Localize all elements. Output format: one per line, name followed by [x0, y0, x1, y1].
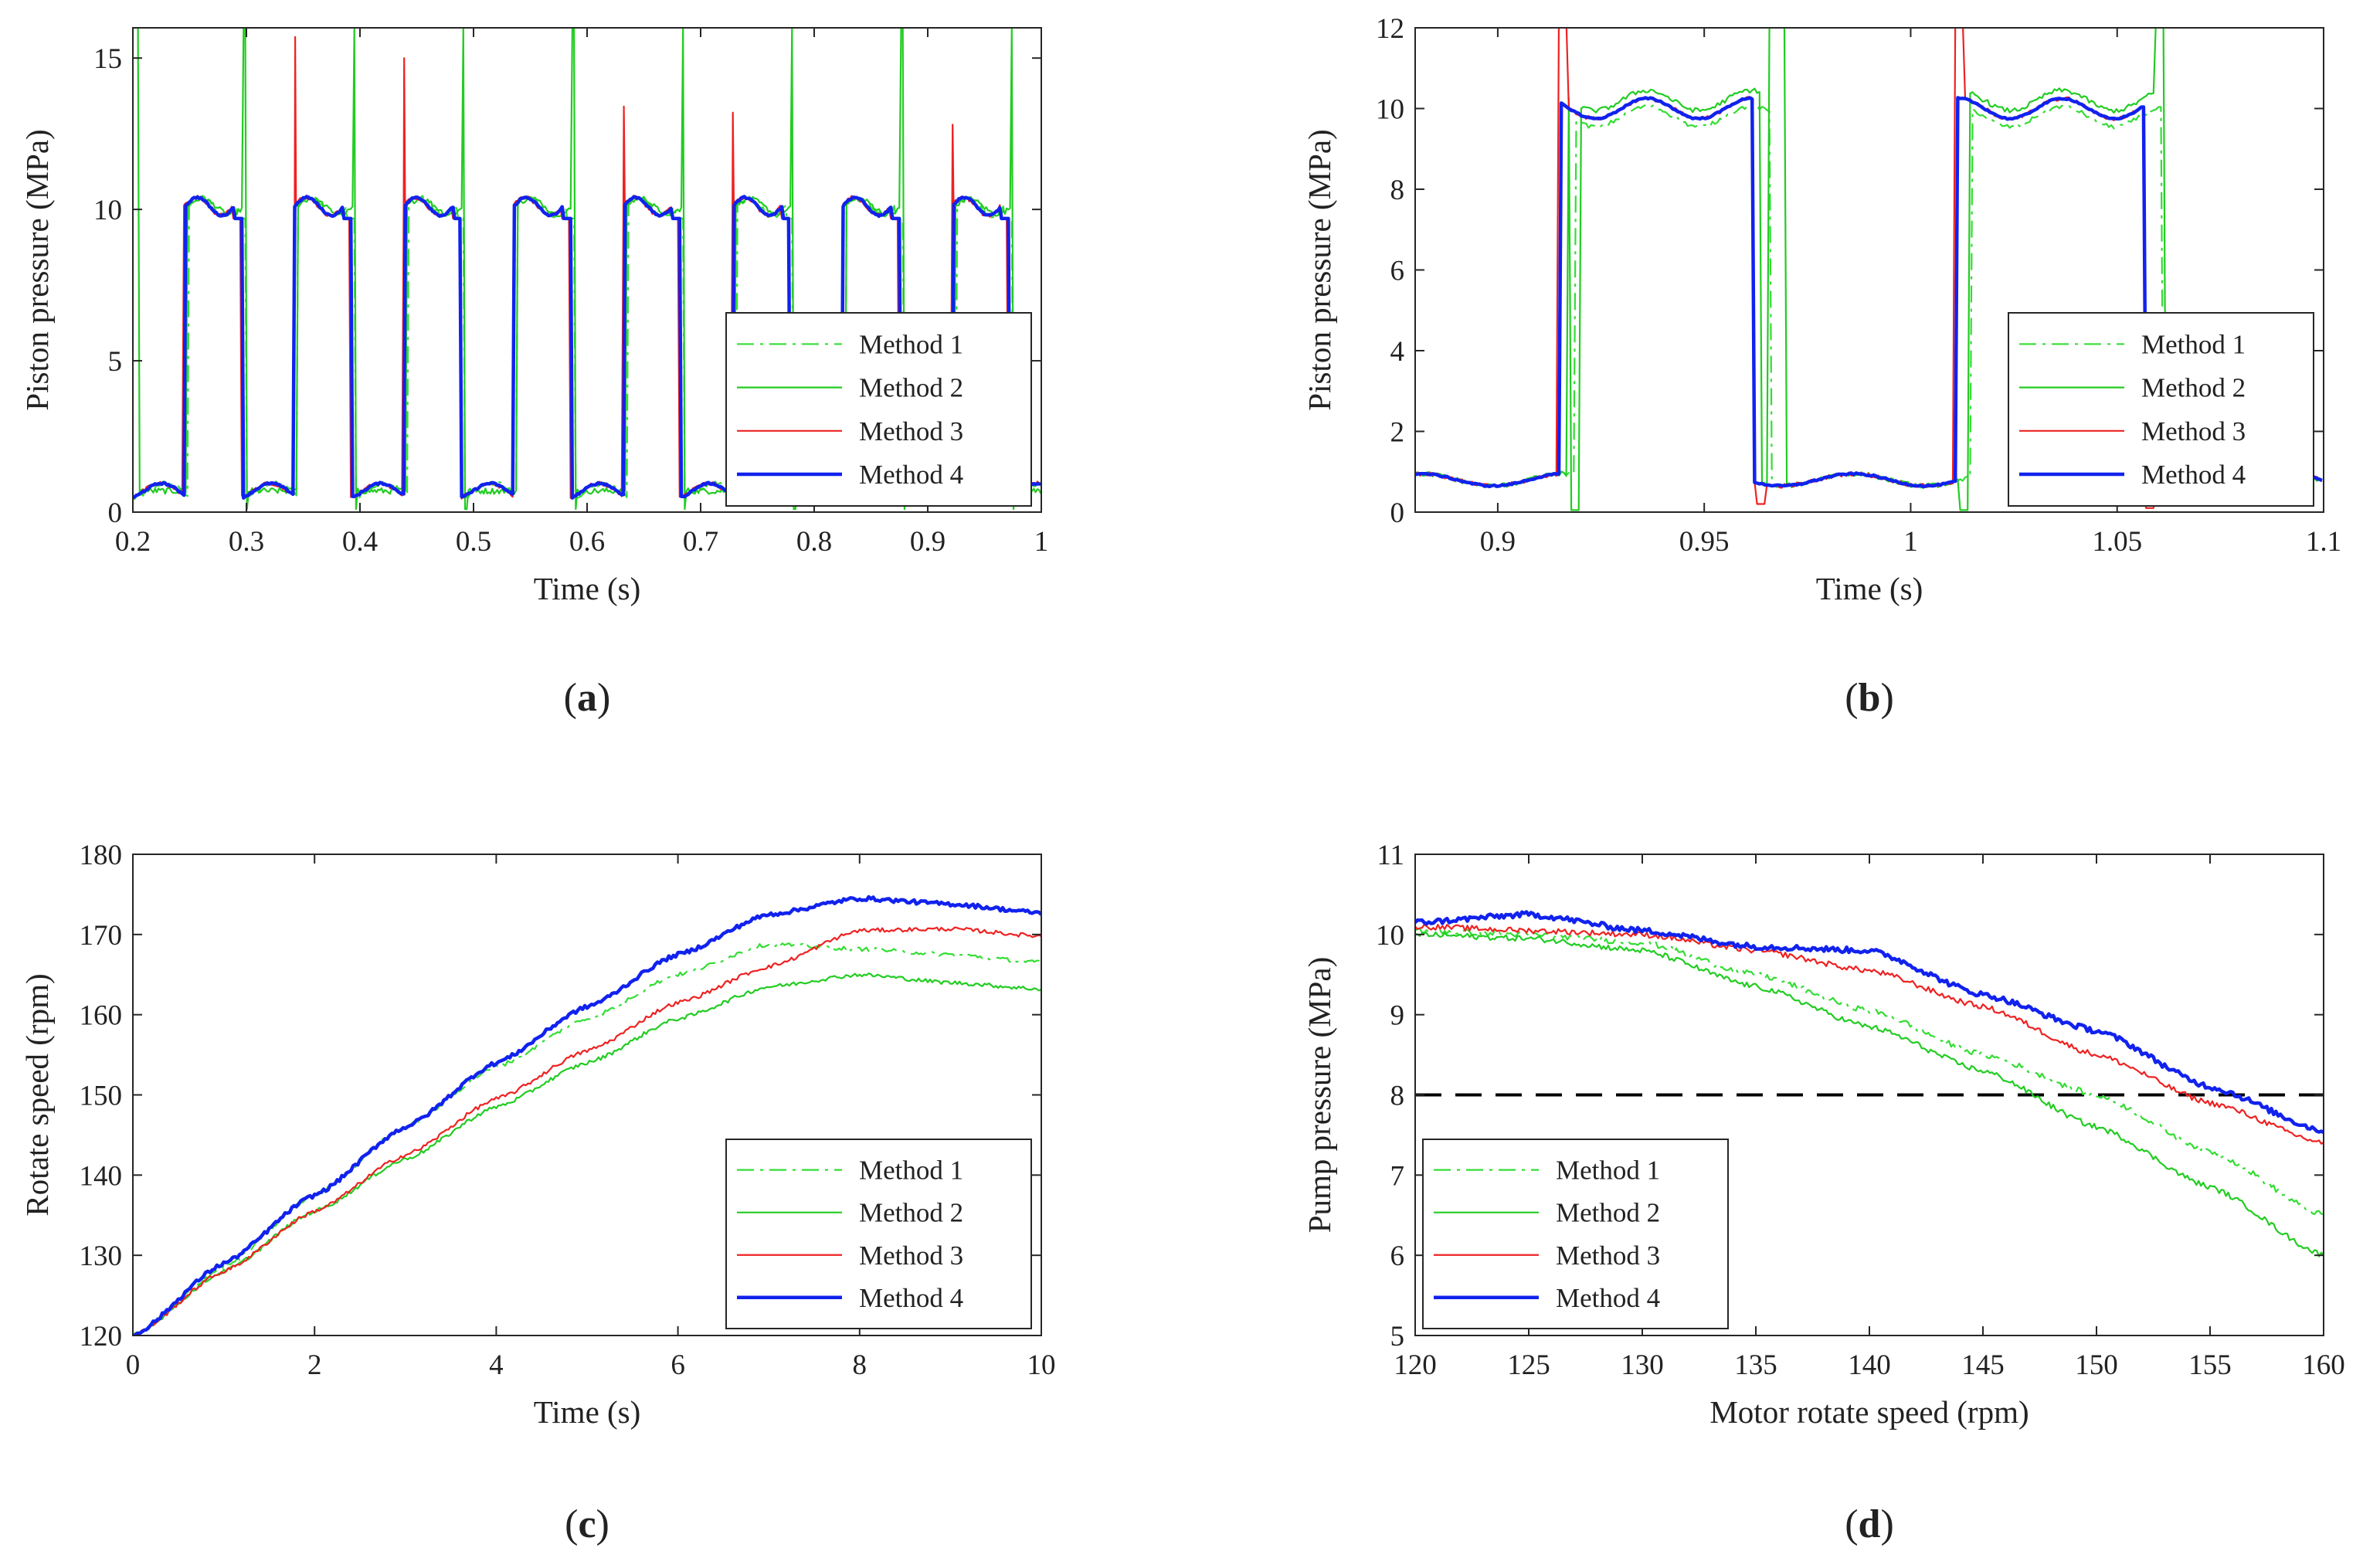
legend-entry: Method 2 [859, 373, 963, 403]
series-method-2 [1415, 931, 2324, 1257]
panel-label: (c) [565, 1502, 609, 1546]
x-tick-label: 0.9 [910, 526, 946, 558]
y-axis-label: Pump pressure (MPa) [1302, 957, 1337, 1234]
y-tick-label: 2 [1390, 417, 1405, 449]
x-tick-label: 0 [126, 1349, 141, 1381]
y-tick-label: 120 [80, 1321, 123, 1352]
x-tick-label: 0.8 [796, 526, 832, 558]
x-tick-label: 155 [2188, 1349, 2232, 1381]
y-tick-label: 12 [1376, 13, 1404, 45]
y-tick-label: 7 [1390, 1160, 1405, 1192]
x-tick-label: 120 [1394, 1349, 1437, 1381]
y-tick-label: 0 [1390, 497, 1405, 529]
y-tick-label: 4 [1390, 336, 1405, 368]
y-tick-label: 170 [80, 920, 123, 952]
panel-c: 0 2 4 6 8 10 120 130 140 150 160 170 180 Time (s) Rota… [19, 840, 1056, 1546]
legend: Method 1 Method 2 Method 3 Method 4 [725, 1139, 1032, 1329]
x-tick-label: 1 [1034, 526, 1049, 558]
y-axis-label: Rotate speed (rpm) [19, 973, 55, 1216]
series-method-1 [1415, 928, 2324, 1216]
legend-entry: Method 4 [2141, 460, 2246, 490]
panel-label: (b) [1845, 676, 1894, 720]
legend-entry: Method 1 [1556, 1156, 1660, 1186]
x-axis-label: Time (s) [534, 571, 641, 606]
y-tick-label: 160 [80, 1000, 123, 1032]
y-axis-label: Piston pressure (MPa) [19, 129, 55, 410]
x-tick-label: 0.3 [229, 526, 264, 558]
y-tick-label: 9 [1390, 1000, 1405, 1032]
x-tick-label: 135 [1734, 1349, 1777, 1381]
legend: Method 1 Method 2 Method 3 Method 4 [725, 312, 1032, 507]
x-tick-label: 1.1 [2306, 526, 2341, 558]
y-tick-label: 10 [93, 195, 122, 226]
x-tick-label: 150 [2075, 1349, 2118, 1381]
x-tick-label: 6 [671, 1349, 685, 1381]
y-tick-label: 6 [1390, 256, 1405, 287]
x-tick-label: 0.7 [683, 526, 718, 558]
x-tick-label: 1 [1903, 526, 1918, 558]
series-method-4 [133, 195, 1041, 501]
y-tick-label: 5 [108, 346, 123, 378]
series-method-1 [133, 942, 1041, 1336]
y-tick-label: 8 [1390, 1081, 1405, 1112]
series-method-4 [1415, 910, 2324, 1135]
panel-label: (d) [1845, 1502, 1894, 1546]
legend-entry: Method 3 [859, 416, 963, 446]
legend-entry: Method 3 [859, 1240, 963, 1271]
x-tick-label: 0.2 [115, 526, 151, 558]
y-tick-label: 6 [1390, 1240, 1405, 1272]
series-method-3 [133, 926, 1041, 1336]
legend-entry: Method 1 [859, 1156, 963, 1186]
legend-entry: Method 2 [1556, 1198, 1660, 1228]
y-tick-label: 11 [1377, 840, 1404, 871]
legend-entry: Method 4 [1556, 1283, 1660, 1313]
legend-entry: Method 2 [859, 1198, 963, 1228]
x-tick-label: 0.6 [569, 526, 605, 558]
y-tick-label: 10 [1376, 920, 1404, 952]
x-tick-label: 8 [853, 1349, 867, 1381]
x-tick-label: 0.5 [456, 526, 491, 558]
legend-entry: Method 1 [859, 329, 963, 359]
x-tick-label: 125 [1507, 1349, 1550, 1381]
y-tick-label: 5 [1390, 1321, 1405, 1352]
y-tick-label: 130 [80, 1240, 123, 1272]
y-axis-label: Piston pressure (MPa) [1302, 129, 1337, 410]
y-tick-label: 180 [80, 840, 123, 871]
x-tick-label: 2 [307, 1349, 322, 1381]
y-tick-label: 15 [93, 43, 122, 75]
x-tick-label: 160 [2302, 1349, 2345, 1381]
x-tick-label: 0.4 [342, 526, 378, 558]
series-method-3 [1415, 923, 2324, 1145]
y-tick-label: 8 [1390, 175, 1405, 206]
legend-entry: Method 1 [2141, 329, 2246, 359]
x-tick-label: 4 [489, 1349, 504, 1381]
y-tick-label: 140 [80, 1160, 123, 1192]
y-tick-label: 0 [108, 497, 123, 529]
legend: Method 1 Method 2 Method 3 Method 4 [2008, 312, 2314, 507]
x-tick-label: 145 [1961, 1349, 2005, 1381]
y-tick-label: 150 [80, 1081, 123, 1112]
x-tick-label: 140 [1848, 1349, 1891, 1381]
x-tick-label: 1.05 [2092, 526, 2142, 558]
x-tick-label: 10 [1027, 1349, 1056, 1381]
x-tick-label: 130 [1621, 1349, 1664, 1381]
x-tick-label: 0.95 [1679, 526, 1730, 558]
x-axis-label: Time (s) [1816, 571, 1923, 606]
legend-entry: Method 3 [2141, 416, 2246, 446]
series-method-4 [133, 894, 1041, 1336]
legend-entry: Method 4 [859, 1283, 963, 1313]
legend: Method 1 Method 2 Method 3 Method 4 [1422, 1139, 1729, 1329]
legend-entry: Method 3 [1556, 1240, 1660, 1271]
x-axis-label: Time (s) [534, 1394, 641, 1430]
panel-b: 0.9 0.95 1 1.05 1.1 0 2 4 6 8 10 12 Time (s) Piston p… [1302, 13, 2341, 720]
legend-entry: Method 4 [859, 460, 963, 490]
x-tick-label: 0.9 [1480, 526, 1516, 558]
legend-entry: Method 2 [2141, 373, 2246, 403]
y-tick-label: 10 [1376, 94, 1404, 126]
panel-d: 120 125 130 135 140 145 150 155 160 5 6 7 8 9 10 11 Moto… [1302, 840, 2345, 1546]
panel-label: (a) [564, 676, 611, 720]
x-axis-label: Motor rotate speed (rpm) [1709, 1394, 2029, 1430]
